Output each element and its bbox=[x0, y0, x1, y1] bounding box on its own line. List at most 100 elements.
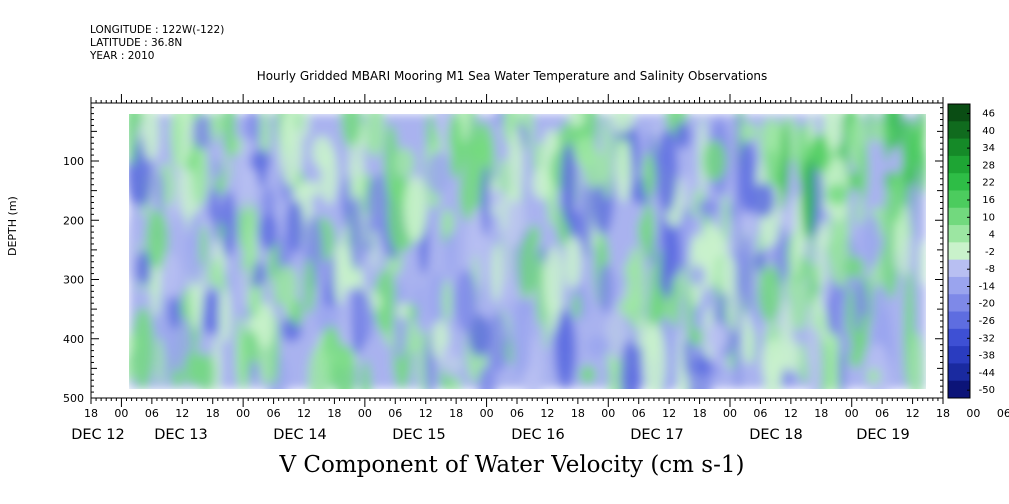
x-axis: 18 00 06 12 18 00 06 12 18 00 06 12 18 00 06 12 18 00 06 12… bbox=[71, 94, 1009, 443]
x-hour-tick-label: 00 bbox=[358, 407, 372, 420]
x-axis-label: V Component of Water Velocity (cm s-1) bbox=[279, 452, 745, 478]
x-day-label: DEC 19 bbox=[856, 427, 910, 443]
field-blob bbox=[210, 114, 220, 145]
field-blob bbox=[442, 279, 452, 323]
field-blob bbox=[519, 237, 534, 299]
field-blob bbox=[801, 157, 816, 238]
colorbar-label: 40 bbox=[982, 126, 995, 137]
field-blob bbox=[583, 150, 605, 190]
field-blob bbox=[671, 276, 680, 329]
field-blob bbox=[688, 327, 703, 347]
colorbar-label: -38 bbox=[979, 351, 995, 362]
x-hour-tick-label: 00 bbox=[114, 407, 128, 420]
field-blob bbox=[560, 143, 577, 226]
field-blob bbox=[364, 114, 385, 158]
field-blob bbox=[197, 352, 215, 389]
x-hour-tick-label: 18 bbox=[327, 407, 341, 420]
field-blob bbox=[786, 340, 800, 374]
x-day-label: DEC 15 bbox=[392, 427, 446, 443]
field-blob bbox=[605, 311, 629, 360]
field-blob bbox=[883, 114, 892, 162]
field-blob bbox=[785, 270, 794, 302]
y-tick-label: 500 bbox=[63, 392, 84, 405]
field-blob bbox=[333, 344, 357, 389]
x-day-label: DEC 17 bbox=[630, 427, 684, 443]
colorbar-swatch bbox=[948, 380, 970, 399]
field-blob bbox=[129, 216, 135, 282]
field-blob bbox=[641, 202, 655, 260]
colorbar-label: 22 bbox=[982, 178, 995, 189]
field-blob bbox=[844, 256, 865, 279]
field-blob bbox=[832, 282, 840, 302]
field-blob bbox=[717, 254, 738, 296]
x-hour-tick-label: 00 bbox=[966, 407, 980, 420]
field-blob bbox=[441, 344, 457, 377]
field-blob bbox=[643, 324, 666, 389]
field-blob bbox=[279, 114, 303, 188]
field-blob bbox=[542, 245, 564, 315]
x-hour-tick-label: 18 bbox=[814, 407, 828, 420]
field-blob bbox=[450, 375, 462, 389]
field-blob bbox=[572, 293, 581, 320]
field-blob bbox=[156, 336, 165, 387]
field-blob bbox=[209, 157, 224, 180]
field-blob bbox=[243, 204, 257, 285]
field-blob bbox=[468, 313, 491, 357]
field-blob bbox=[697, 199, 719, 216]
colorbar-swatch bbox=[948, 328, 970, 347]
x-hour-tick-label: 06 bbox=[388, 407, 402, 420]
field-blob bbox=[859, 313, 869, 352]
field-blob bbox=[170, 114, 183, 170]
field-blob bbox=[508, 127, 523, 204]
x-hour-tick-label: 12 bbox=[540, 407, 554, 420]
field-blob bbox=[510, 297, 532, 380]
field-blob bbox=[393, 281, 408, 360]
field-streak bbox=[736, 114, 740, 389]
colorbar-swatch bbox=[948, 259, 970, 278]
field-blob bbox=[568, 114, 585, 128]
colorbar-swatch bbox=[948, 173, 970, 191]
x-hour-tick-label: 00 bbox=[845, 407, 859, 420]
field-blob bbox=[255, 302, 275, 349]
field-blob bbox=[674, 122, 691, 150]
colorbar-label: 28 bbox=[982, 160, 995, 171]
latitude-label: LATITUDE : 36.8N bbox=[90, 37, 183, 49]
field-blob bbox=[500, 226, 513, 306]
field-blob bbox=[816, 231, 826, 289]
field-blob bbox=[168, 295, 181, 330]
field-blob bbox=[403, 175, 428, 243]
x-day-label: DEC 13 bbox=[154, 427, 208, 443]
colorbar-swatch bbox=[948, 346, 970, 364]
field-blob bbox=[349, 195, 364, 271]
field-blob bbox=[767, 117, 778, 152]
field-blob bbox=[220, 190, 236, 258]
year-label: YEAR : 2010 bbox=[90, 50, 155, 62]
x-hour-tick-label: 12 bbox=[175, 407, 189, 420]
field-blob bbox=[145, 208, 169, 268]
x-day-label: DEC 12 bbox=[71, 427, 125, 443]
x-hour-tick-label: 12 bbox=[419, 407, 433, 420]
field-blob bbox=[311, 135, 333, 169]
field-blob bbox=[240, 265, 250, 309]
colorbar-swatch bbox=[948, 294, 970, 313]
field-blob bbox=[261, 186, 276, 224]
longitude-label: LONGITUDE : 122W(-122) bbox=[90, 24, 225, 36]
x-hour-tick-label: 06 bbox=[267, 407, 281, 420]
field-blob bbox=[741, 313, 753, 366]
field-blob bbox=[855, 196, 864, 226]
x-hour-tick-label: 06 bbox=[875, 407, 889, 420]
x-hour-tick-label: 12 bbox=[662, 407, 676, 420]
field-blob bbox=[291, 298, 304, 327]
field-blob bbox=[835, 289, 841, 341]
x-hour-tick-label: 12 bbox=[297, 407, 311, 420]
field-blob bbox=[899, 204, 911, 279]
field-blob bbox=[642, 151, 656, 200]
field-blob bbox=[500, 313, 507, 341]
field-blob bbox=[691, 234, 700, 259]
colorbar-swatch bbox=[948, 242, 970, 261]
colorbar-swatch bbox=[948, 190, 970, 209]
field-blob bbox=[721, 193, 731, 243]
x-day-label: DEC 16 bbox=[511, 427, 565, 443]
field-blob bbox=[689, 265, 706, 286]
field-blob bbox=[751, 182, 775, 218]
